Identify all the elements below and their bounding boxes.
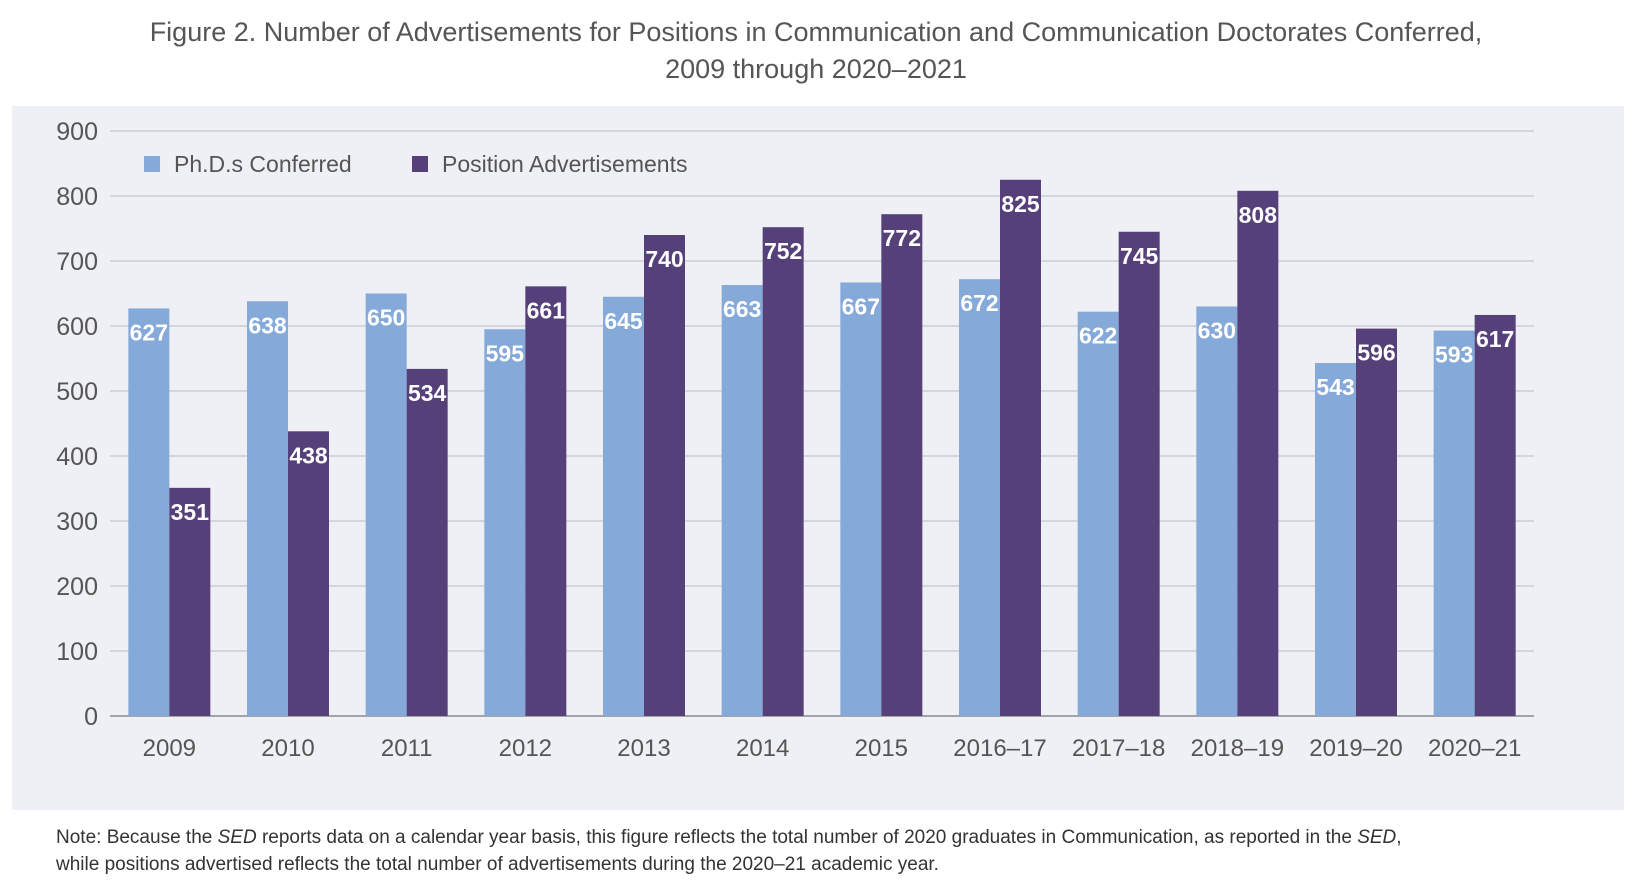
data-label: 667 [842,293,880,319]
ads-bar [762,227,804,716]
x-tick-label: 2011 [381,735,433,762]
data-label: 630 [1198,318,1236,344]
x-tick-label: 2015 [855,735,908,762]
y-tick-label: 0 [84,703,98,731]
ads-bar [288,431,329,716]
y-tick-label: 700 [56,248,98,276]
y-tick-label: 600 [56,313,98,341]
data-label: 772 [883,225,921,251]
data-label: 808 [1239,202,1278,228]
ads-bar [644,235,685,716]
chart-title: Figure 2. Number of Advertisements for P… [0,14,1632,88]
ads-bar [1118,231,1160,716]
ads-bar [1237,190,1279,717]
note-sed-2: SED [1357,827,1397,848]
chart-title-line-1: Figure 2. Number of Advertisements for P… [149,17,1483,47]
data-label: 661 [527,297,566,323]
data-label: 351 [171,499,210,525]
data-label: 752 [764,238,802,264]
legend-swatch [412,156,428,172]
note-prefix: Note: Because the [56,827,218,848]
ads-bar [525,286,567,716]
data-label: 627 [130,319,168,345]
phd-bar [721,285,763,716]
ads-bar [1000,179,1041,716]
note-middle: reports data on a calendar year basis, t… [256,827,1358,848]
data-label: 740 [645,246,683,272]
phd-bar [1315,363,1356,716]
y-tick-label: 800 [56,183,98,211]
legend-swatch [144,156,160,172]
phd-bar [128,308,170,716]
data-label: 593 [1435,342,1473,368]
data-label: 534 [408,380,447,406]
legend-label: Ph.D.s Conferred [174,151,352,177]
phd-bar [1433,330,1475,716]
phd-bar [840,282,882,716]
ads-bar [406,368,448,716]
data-label: 638 [248,312,287,338]
data-label: 596 [1357,340,1395,366]
data-label: 438 [289,442,328,468]
data-label: 645 [604,308,643,334]
note-suffix: , [1396,827,1402,848]
bar-chart: 0 100 200 300 400 500 600 700 800 900 627 351 2009 63… [56,118,1534,762]
x-tick-label: 2018–19 [1191,735,1284,762]
data-label: 622 [1079,323,1117,349]
ads-bar [1474,314,1516,716]
phd-bar [247,301,288,716]
ads-bar [1356,328,1397,716]
chart-note: Note: Because the SED reports data on a … [56,824,1616,878]
chart-title-line-2: 2009 through 2020–2021 [665,54,967,84]
phd-bar [603,296,644,716]
ads-bar [881,214,923,716]
y-tick-label: 400 [56,443,98,471]
data-label: 663 [723,296,761,322]
x-tick-label: 2009 [143,735,196,762]
phd-bar [365,293,407,716]
data-label: 650 [367,305,405,331]
y-tick-label: 200 [56,573,98,601]
y-tick-label: 500 [56,378,98,406]
y-tick-label: 300 [56,508,98,536]
data-label: 595 [486,340,525,366]
y-tick-label: 100 [56,638,98,666]
data-label: 617 [1476,326,1514,352]
x-tick-label: 2010 [261,735,314,762]
y-tick-label: 900 [56,118,98,146]
ads-bar [169,487,211,716]
phd-bar [959,279,1000,716]
data-label: 543 [1316,374,1354,400]
x-tick-label: 2014 [736,735,789,762]
note-sed-1: SED [217,827,257,848]
x-tick-label: 2012 [499,735,552,762]
data-label: 745 [1120,243,1159,269]
data-label: 825 [1001,191,1040,217]
legend-label: Position Advertisements [442,151,687,177]
note-line-1: Note: Because the SED reports data on a … [56,824,1616,851]
x-tick-label: 2017–18 [1072,735,1165,762]
x-tick-label: 2016–17 [953,735,1046,762]
phd-bar [1077,311,1119,716]
phd-bar [1196,306,1238,716]
x-tick-label: 2020–21 [1428,735,1521,762]
x-tick-label: 2013 [617,735,670,762]
x-tick-label: 2019–20 [1309,735,1402,762]
note-line-2: while positions advertised reflects the … [56,854,939,875]
data-label: 672 [960,290,998,316]
phd-bar [484,329,526,716]
